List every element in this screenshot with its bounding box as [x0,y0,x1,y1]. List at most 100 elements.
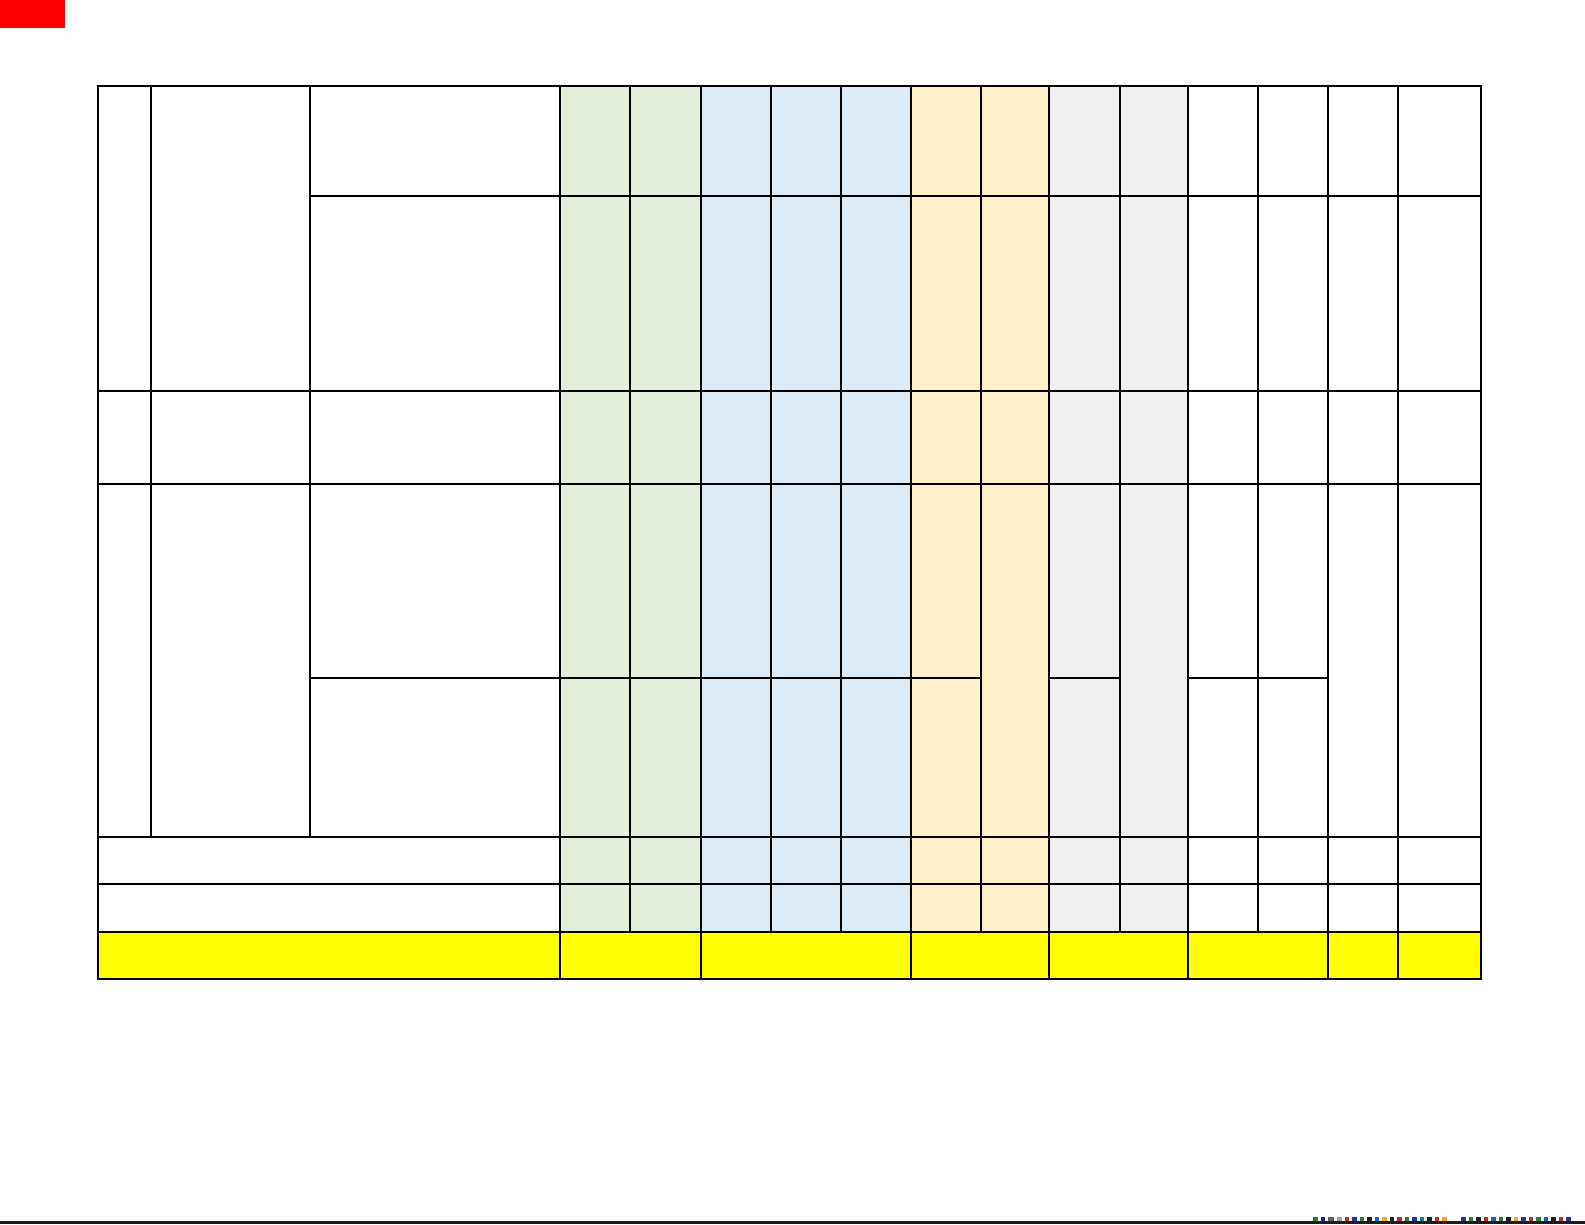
table-cell[interactable] [1257,390,1329,485]
table-cell[interactable] [309,85,561,197]
table-cell[interactable] [1187,836,1259,885]
table-cell[interactable] [1397,883,1482,933]
table-cell[interactable] [1187,483,1259,679]
table-cell[interactable] [980,390,1050,485]
table-cell[interactable] [629,390,702,485]
table-cell[interactable] [910,483,982,679]
table-cell[interactable] [1048,677,1121,838]
table-cell[interactable] [1187,883,1259,933]
table-cell[interactable] [910,931,1050,980]
table-cell[interactable] [629,883,702,933]
table-cell[interactable] [1048,390,1121,485]
table-cell[interactable] [1397,195,1482,392]
table-cell[interactable] [1257,836,1329,885]
table-cell[interactable] [1397,85,1482,197]
table-cell[interactable] [1257,195,1329,392]
table-cell[interactable] [1257,483,1329,679]
table-cell[interactable] [770,390,842,485]
table-cell[interactable] [1187,931,1329,980]
table-cell[interactable] [1397,483,1482,838]
table-cell[interactable] [559,836,631,885]
table-cell[interactable] [910,195,982,392]
table-cell[interactable] [700,883,772,933]
table-cell[interactable] [150,483,311,838]
table-cell[interactable] [559,195,631,392]
table-cell[interactable] [770,883,842,933]
table-cell[interactable] [840,195,912,392]
table-cell[interactable] [980,883,1050,933]
table-cell[interactable] [629,85,702,197]
table-cell[interactable] [840,483,912,679]
table-cell[interactable] [1327,931,1399,980]
table-cell[interactable] [559,390,631,485]
table-cell[interactable] [1257,883,1329,933]
table-cell[interactable] [97,390,152,485]
table-cell[interactable] [700,195,772,392]
table-cell[interactable] [980,195,1050,392]
table-cell[interactable] [1048,483,1121,679]
table-cell[interactable] [309,390,561,485]
table-cell[interactable] [1397,390,1482,485]
table-cell[interactable] [980,483,1050,838]
table-cell[interactable] [559,85,631,197]
table-cell[interactable] [150,390,311,485]
table-cell[interactable] [770,195,842,392]
table-cell[interactable] [1327,195,1399,392]
table-cell[interactable] [1119,195,1189,392]
table-cell[interactable] [1119,883,1189,933]
table-cell[interactable] [770,836,842,885]
table-cell[interactable] [910,836,982,885]
table-cell[interactable] [629,483,702,679]
table-cell[interactable] [629,836,702,885]
table-cell[interactable] [1048,836,1121,885]
table-cell[interactable] [1187,677,1259,838]
table-cell[interactable] [559,677,631,838]
table-cell[interactable] [910,677,982,838]
table-cell[interactable] [1327,390,1399,485]
table-cell[interactable] [1048,931,1189,980]
table-cell[interactable] [980,836,1050,885]
table-cell[interactable] [840,836,912,885]
table-cell[interactable] [1327,883,1399,933]
table-cell[interactable] [840,390,912,485]
table-cell[interactable] [97,836,561,885]
table-cell[interactable] [700,931,912,980]
table-cell[interactable] [700,483,772,679]
table-cell[interactable] [1187,195,1259,392]
table-cell[interactable] [700,677,772,838]
table-cell[interactable] [910,390,982,485]
table-cell[interactable] [700,836,772,885]
table-cell[interactable] [1257,677,1329,838]
table-cell[interactable] [629,677,702,838]
table-cell[interactable] [559,883,631,933]
table-cell[interactable] [309,677,561,838]
table-cell[interactable] [1119,836,1189,885]
table-cell[interactable] [309,195,561,392]
table-cell[interactable] [910,85,982,197]
table-cell[interactable] [559,931,702,980]
table-cell[interactable] [97,883,561,933]
table-cell[interactable] [770,483,842,679]
table-cell[interactable] [559,483,631,679]
table-cell[interactable] [910,883,982,933]
table-cell[interactable] [1257,85,1329,197]
table-cell[interactable] [1048,85,1121,197]
table-cell[interactable] [1048,883,1121,933]
table-cell[interactable] [1397,836,1482,885]
table-cell[interactable] [770,677,842,838]
table-cell[interactable] [97,931,561,980]
table-cell[interactable] [1187,390,1259,485]
table-cell[interactable] [1397,931,1482,980]
table-cell[interactable] [980,85,1050,197]
table-cell[interactable] [1187,85,1259,197]
table-cell[interactable] [629,195,702,392]
table-cell[interactable] [1327,85,1399,197]
table-cell[interactable] [840,85,912,197]
table-cell[interactable] [1119,85,1189,197]
table-cell[interactable] [770,85,842,197]
table-cell[interactable] [1119,390,1189,485]
table-cell[interactable] [840,677,912,838]
table-cell[interactable] [97,483,152,838]
table-cell[interactable] [840,883,912,933]
table-cell[interactable] [97,85,152,392]
